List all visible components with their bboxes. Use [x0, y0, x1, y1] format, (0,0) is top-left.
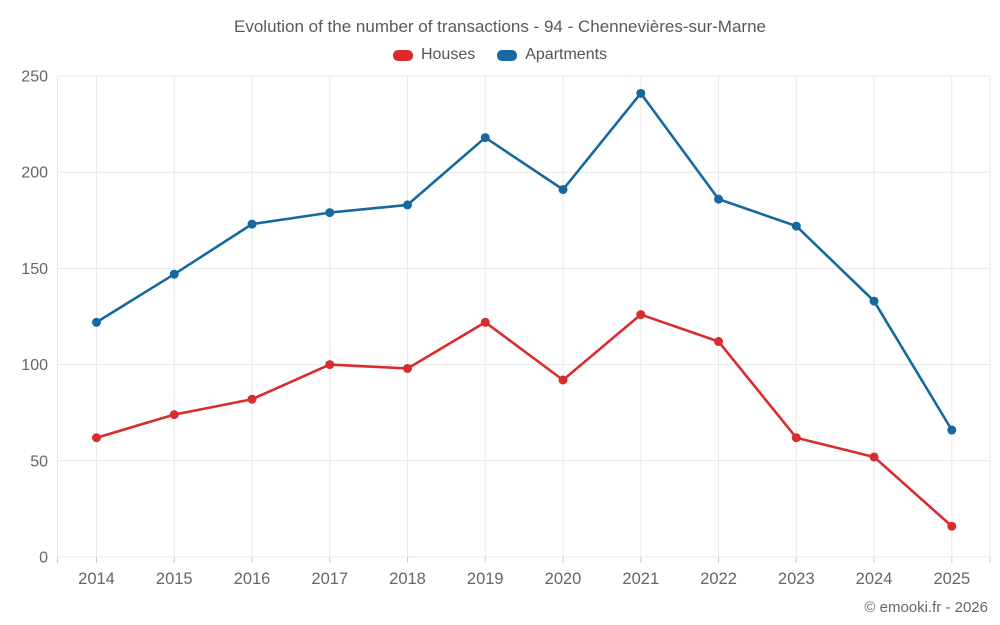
x-axis-tick-label: 2025	[933, 570, 970, 588]
y-axis-tick-label: 250	[21, 69, 48, 86]
x-axis-tick-label: 2020	[545, 570, 582, 588]
houses-point-2021[interactable]	[636, 310, 646, 320]
apartments-point-2014[interactable]	[92, 317, 101, 327]
houses-point-2024[interactable]	[869, 452, 879, 462]
apartments-point-2020[interactable]	[558, 185, 568, 195]
x-axis-tick-label: 2014	[78, 570, 115, 588]
x-axis-tick-label: 2019	[467, 570, 504, 588]
apartments-legend-swatch-icon	[497, 49, 518, 61]
apartments-legend-label: Apartments	[525, 46, 608, 63]
x-axis-tick-label: 2017	[311, 570, 348, 588]
apartments-point-2025[interactable]	[947, 425, 957, 435]
houses-point-2019[interactable]	[480, 317, 490, 327]
apartments-point-2022[interactable]	[714, 194, 724, 204]
legend-item-apartments[interactable]: Apartments	[497, 46, 607, 64]
houses-point-2014[interactable]	[92, 433, 101, 443]
apartments-point-2023[interactable]	[791, 221, 801, 231]
houses-point-2018[interactable]	[403, 363, 413, 373]
houses-point-2025[interactable]	[947, 521, 957, 531]
apartments-point-2024[interactable]	[869, 296, 879, 306]
apartments-point-2015[interactable]	[169, 269, 179, 279]
houses-legend-swatch-icon	[392, 49, 413, 61]
houses-point-2023[interactable]	[791, 433, 801, 443]
houses-point-2017[interactable]	[325, 360, 335, 370]
y-axis-tick-label: 100	[21, 357, 48, 374]
apartments-point-2017[interactable]	[325, 208, 335, 218]
houses-point-2016[interactable]	[247, 394, 257, 404]
x-axis-tick-label: 2024	[856, 570, 893, 588]
x-axis-tick-label: 2016	[234, 570, 271, 588]
x-axis-tick-label: 2022	[700, 570, 737, 588]
x-axis-tick-label: 2021	[622, 570, 659, 588]
houses-point-2015[interactable]	[169, 410, 179, 420]
apartments-point-2016[interactable]	[247, 219, 257, 229]
chart-title: Evolution of the number of transactions …	[234, 17, 766, 36]
x-axis-tick-label: 2023	[778, 570, 815, 588]
houses-line	[95, 313, 954, 528]
copyright-credit: © emooki.fr - 2026	[864, 599, 988, 616]
apartments-point-2019[interactable]	[480, 133, 490, 143]
houses-legend-label: Houses	[420, 46, 476, 63]
y-axis-tick-label: 200	[21, 165, 48, 182]
apartments-line	[95, 92, 954, 432]
houses-point-2020[interactable]	[558, 375, 568, 385]
houses-point-2022[interactable]	[714, 337, 724, 347]
chart-legend: Houses Apartments	[0, 46, 1000, 64]
y-axis-tick-label: 0	[39, 550, 48, 567]
y-axis-tick-label: 50	[30, 453, 48, 470]
legend-item-houses[interactable]: Houses	[392, 46, 476, 64]
y-axis-tick-label: 150	[21, 261, 48, 278]
x-axis-tick-label: 2018	[389, 570, 426, 588]
x-axis-tick-label: 2015	[156, 570, 193, 588]
apartments-point-2018[interactable]	[403, 200, 413, 210]
apartments-point-2021[interactable]	[636, 88, 646, 98]
